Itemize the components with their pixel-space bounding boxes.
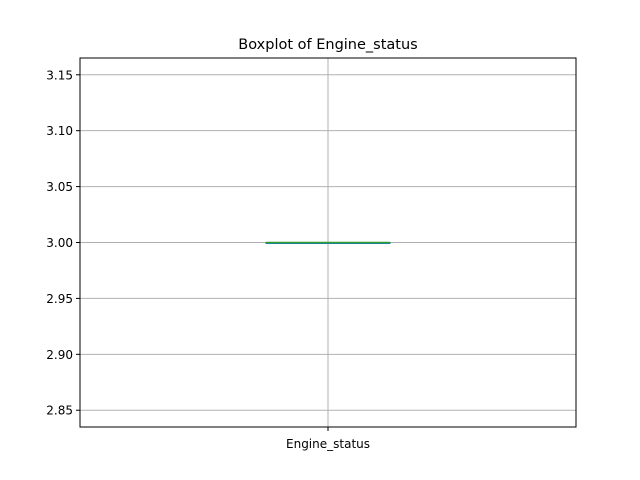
grid-layer xyxy=(80,58,576,427)
y-tick-label: 3.05 xyxy=(46,180,73,194)
y-tick-label: 2.90 xyxy=(46,348,73,362)
y-tick-label: 2.85 xyxy=(46,404,73,418)
x-axis: Engine_status xyxy=(286,427,370,451)
x-tick-label: Engine_status xyxy=(286,437,370,451)
y-tick-label: 3.15 xyxy=(46,68,73,82)
y-tick-label: 3.00 xyxy=(46,236,73,250)
y-tick-label: 3.10 xyxy=(46,124,73,138)
y-axis: 2.85 2.90 2.95 3.00 3.05 3.10 3.15 xyxy=(46,68,80,418)
box-layer xyxy=(265,241,391,244)
y-tick-label: 2.95 xyxy=(46,292,73,306)
chart-title: Boxplot of Engine_status xyxy=(238,37,417,53)
